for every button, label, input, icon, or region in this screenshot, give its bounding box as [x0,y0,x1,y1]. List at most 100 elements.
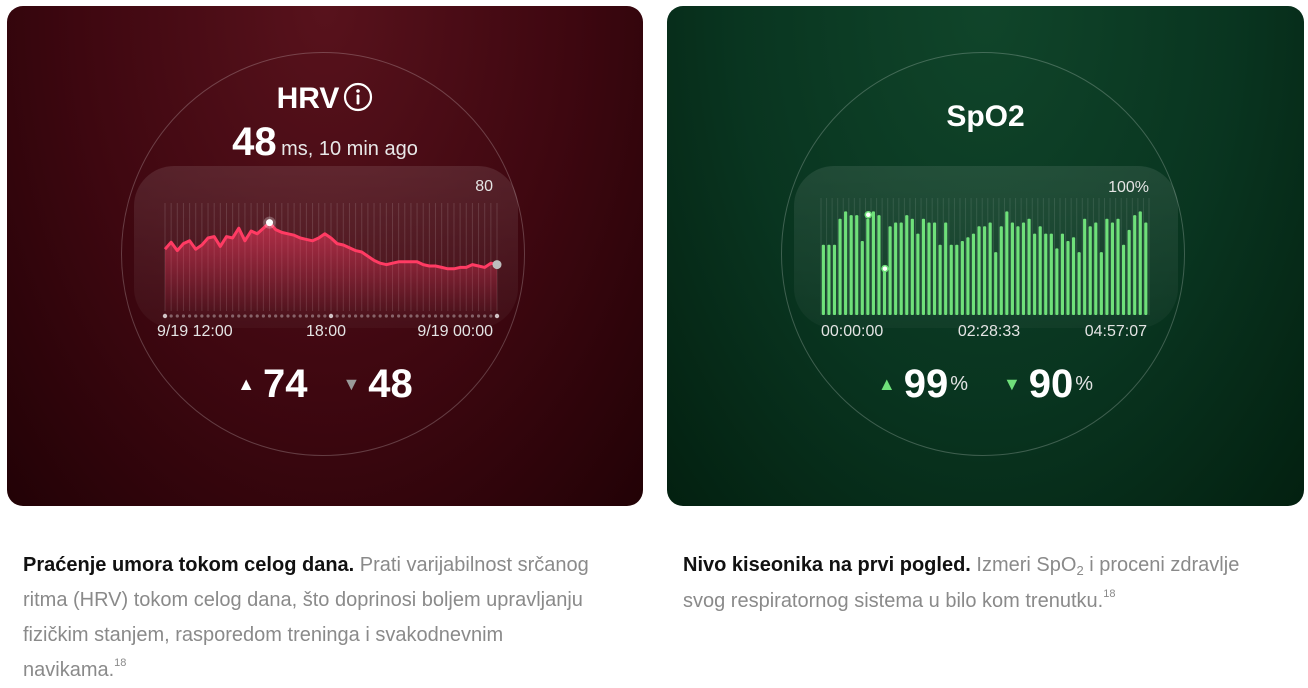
max-point [266,219,274,227]
spo2-bar [1138,211,1142,315]
axis-tick [397,314,401,318]
up-triangle-icon: ▲ [237,374,256,394]
spo2-max-unit: % [950,373,969,395]
axis-tick [433,314,438,318]
spo2-bar [1099,252,1103,315]
hrv-caption-heading: Praćenje umora tokom celog dana. [23,554,355,576]
spo2-bar [960,241,964,315]
axis-tick [280,314,284,318]
axis-tick [476,314,481,318]
spo2-card: SpO2 100% 00:00:00 02:28:33 04:57:07 ▲ 99… [667,6,1304,506]
spo2-x-label-end: 04:57:07 [1085,323,1147,340]
down-triangle-icon: ▼ [342,374,361,394]
axis-tick [360,314,364,318]
spo2-chart: 100% 00:00:00 02:28:33 04:57:07 [820,179,1150,340]
down-triangle-icon: ▼ [1002,374,1021,394]
axis-tick [384,314,388,318]
spo2-y-max-label: 100% [1108,179,1149,196]
spo2-bar [1027,218,1031,315]
last-point [492,260,502,270]
hrv-x-label-end: 9/19 00:00 [417,323,493,340]
axis-tick [169,314,173,318]
axis-tick [489,314,493,318]
hrv-area [165,222,497,315]
axis-tick [212,314,216,318]
min-point [881,264,889,273]
up-triangle-icon: ▲ [877,374,896,394]
hrv-current-reading: 48 ms, 10 min ago [7,120,643,165]
spo2-bar [860,241,864,315]
axis-tick [267,314,272,318]
max-point [864,211,873,219]
hrv-min-value: 48 [368,362,413,406]
axis-tick [231,314,235,318]
spo2-bar [938,244,942,315]
spo2-bar [882,270,887,315]
spo2-bar [899,222,903,315]
spo2-bar [1122,244,1126,315]
spo2-bar [1049,233,1053,315]
spo2-bar [1110,222,1115,315]
spo2-bar [1071,237,1076,315]
footnote-ref[interactable]: 18 [114,657,127,669]
axis-tick [261,314,265,318]
axis-tick [390,314,395,318]
spo2-bar [866,218,870,315]
spo2-caption-text-a: Izmeri SpO [976,554,1077,576]
hrv-max-value: 74 [263,362,308,406]
axis-tick [175,314,179,318]
axis-tick [341,314,345,318]
spo2-caption-text-b: i proceni zdravlje svog respiratornog si… [683,554,1240,612]
axis-tick [403,314,407,318]
spo2-bar [1005,211,1009,315]
spo2-bar [1038,226,1042,315]
spo2-title: SpO2 [946,100,1025,133]
axis-tick [317,314,321,318]
spo2-caption-heading: Nivo kiseonika na prvi pogled. [683,554,971,576]
spo2-bar [1144,222,1148,315]
spo2-bar [832,244,837,315]
axis-tick [372,314,376,318]
spo2-bar [955,244,959,315]
axis-tick [243,314,247,318]
axis-tick [323,314,327,318]
axis-tick [255,314,259,318]
hrv-chart: 80 9/19 12:00 18:00 9/19 00:00 [157,178,502,340]
axis-tick [347,314,352,318]
hrv-line [163,221,498,271]
hrv-y-max-label: 80 [475,178,493,195]
axis-tick [415,314,419,318]
spo2-bar [821,244,825,315]
spo2-bar [1021,222,1026,315]
spo2-range: ▲ 99% ▼ 90% [667,362,1304,407]
axis-tick [452,314,456,318]
spo2-bar [1010,222,1014,315]
spo2-x-label-start: 00:00:00 [821,323,883,340]
hrv-card: HRV 48 ms, 10 min ago 80 9/19 12:00 18:0… [7,6,643,506]
spo2-bar [1088,226,1092,315]
spo2-bar [971,233,976,315]
axis-tick [378,314,382,318]
spo2-bar [910,218,914,315]
axis-tick [237,314,241,318]
info-icon[interactable] [343,82,373,112]
watch-face-ring [121,52,525,456]
hrv-range: ▲ 74 ▼ 48 [7,362,643,407]
spo2-bar [1066,241,1070,315]
hrv-current-value: 48 [232,120,277,164]
spo2-bar [1077,252,1081,315]
spo2-bar [966,237,970,315]
spo2-bar [877,215,881,315]
footnote-ref[interactable]: 18 [1103,588,1116,600]
spo2-bar [1044,233,1048,315]
axis-tick [224,314,229,318]
axis-tick [187,314,192,318]
hrv-x-label-mid: 18:00 [306,323,346,340]
spo2-bar [994,252,998,315]
axis-tick [470,314,475,318]
axis-tick [483,314,487,318]
spo2-bar [1105,218,1109,315]
spo2-bar [988,222,992,315]
spo2-caption-subscript: 2 [1076,563,1084,578]
spo2-bar [1060,233,1065,315]
